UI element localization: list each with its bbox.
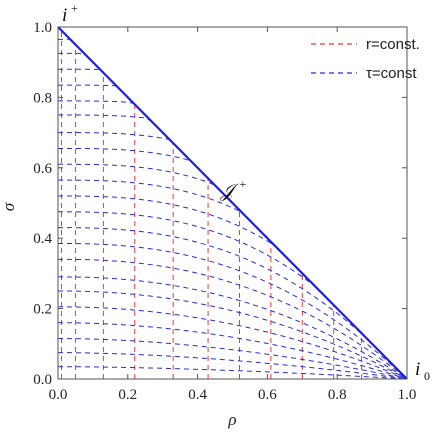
annotation-sub: 0	[424, 369, 430, 383]
tau-const-curve	[58, 147, 192, 163]
annotation-label: i	[62, 5, 67, 26]
tau-const-curve	[57, 352, 408, 380]
x-tick-label: 0.4	[188, 387, 207, 403]
tau-const-curve	[58, 211, 321, 292]
legend-label: r=const.	[366, 36, 420, 53]
annotations: i +𝒥 +i 0	[62, 1, 430, 383]
tau-const-curve	[57, 276, 408, 380]
annotation-label: i	[415, 359, 420, 380]
plot-frame	[57, 26, 408, 380]
annotation-sup: +	[240, 177, 247, 191]
y-tick-label: 0.2	[33, 302, 52, 318]
y-axis-label: σ	[0, 202, 18, 211]
tau-const-curve	[57, 258, 408, 380]
y-tick-label: 0.8	[33, 90, 52, 106]
tau-const-curve	[57, 306, 408, 380]
x-tick-label: 0.6	[258, 387, 277, 403]
y-tick-label: 0.6	[33, 161, 52, 177]
x-axis-label: ρ	[227, 410, 236, 429]
x-tick-label: 0.2	[118, 387, 137, 403]
tau-const-curve	[58, 179, 245, 216]
tau-const-curve	[57, 338, 408, 380]
tau-const-curve	[58, 195, 280, 251]
legend-label: τ=const	[366, 65, 417, 82]
x-tick-label: 0.8	[328, 387, 347, 403]
legend: r=const. τ=const	[311, 36, 420, 82]
tau-const-curve	[58, 163, 216, 186]
y-tick-label: 1.0	[33, 20, 52, 36]
tau-const-curve	[58, 68, 105, 75]
axes: 0.0 0.2 0.4 0.6 0.8 1.0 0.0 0.2 0.4 0.6 0.8 1.0 ρ σ	[0, 20, 416, 429]
tau-const-curve	[57, 322, 408, 380]
tau-const-curve	[58, 52, 88, 57]
x-tick-label: 0.0	[49, 387, 68, 403]
tau-const-curve	[58, 227, 373, 345]
y-tick-label: 0.0	[33, 372, 52, 388]
plot-area	[57, 26, 408, 380]
tau-const-curve	[57, 242, 408, 380]
tau-const-curve	[58, 132, 175, 145]
tau-const-curve	[57, 290, 408, 380]
annotation-sup: +	[71, 1, 78, 15]
scri-boundary-line	[57, 26, 408, 380]
y-tick-label: 0.4	[33, 231, 52, 247]
tau-const-curve	[58, 38, 76, 45]
tau-const-curve	[58, 100, 134, 104]
x-tick-label: 1.0	[398, 387, 417, 403]
tau-const-curve	[58, 84, 123, 92]
tau-const-curve	[58, 114, 152, 122]
tau-const-curve	[57, 366, 408, 380]
annotation-label: 𝒥	[220, 181, 241, 202]
